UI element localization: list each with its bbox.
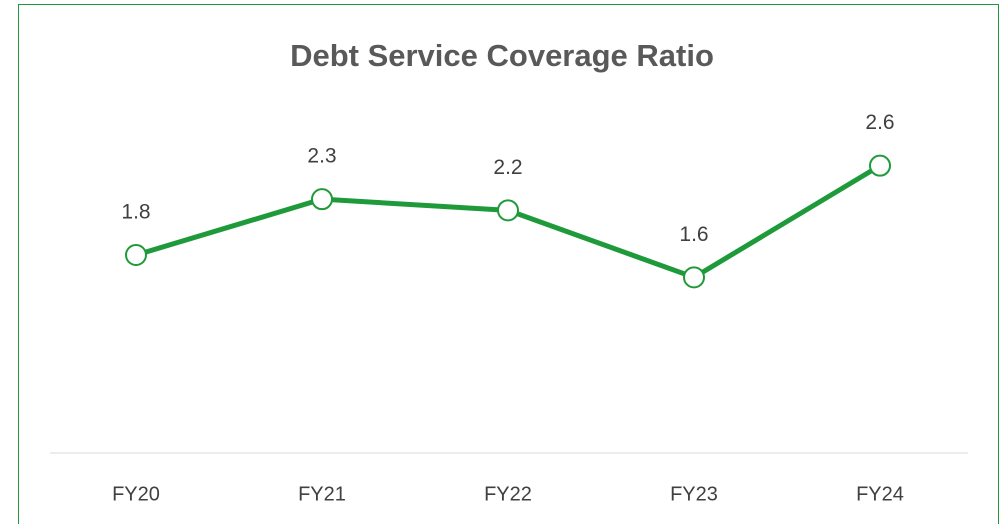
data-label: 2.2 <box>493 156 522 179</box>
marker <box>125 244 147 266</box>
x-tick-label: FY20 <box>112 483 160 505</box>
x-tick-label: FY24 <box>856 483 904 505</box>
marker <box>683 266 705 289</box>
x-tick-label: FY22 <box>484 483 532 505</box>
data-label: 1.8 <box>121 201 150 224</box>
data-label: 2.3 <box>307 145 336 168</box>
marker <box>497 199 519 222</box>
marker <box>311 188 333 211</box>
chart-title: Debt Service Coverage Ratio <box>290 38 714 73</box>
data-label: 2.6 <box>865 111 894 134</box>
chart-frame <box>18 4 999 524</box>
data-label: 1.6 <box>679 223 708 246</box>
marker <box>869 154 891 177</box>
x-tick-label: FY23 <box>670 483 718 505</box>
x-tick-label: FY21 <box>298 483 346 505</box>
